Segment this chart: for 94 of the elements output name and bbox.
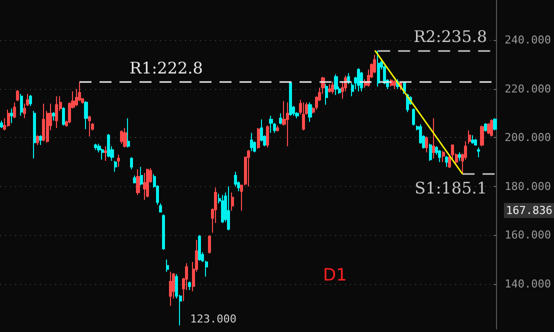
candlestick	[331, 81, 334, 94]
candlestick	[42, 103, 45, 142]
text: D1	[323, 266, 347, 286]
candlestick	[286, 102, 289, 147]
candlestick	[36, 134, 39, 146]
candlestick	[0, 120, 3, 128]
candlestick	[266, 125, 269, 148]
candlestick	[484, 122, 487, 132]
candlestick	[328, 84, 331, 94]
candlestick	[250, 132, 253, 152]
candlestick	[419, 124, 422, 144]
candlestick	[325, 84, 328, 106]
candlestick	[360, 71, 363, 92]
candlestick	[260, 118, 263, 142]
candlestick	[393, 80, 396, 90]
candlestick	[279, 112, 282, 125]
candlestick	[166, 259, 169, 272]
candlestick	[136, 168, 140, 196]
ref-line-label: R1:222.8	[130, 58, 203, 78]
candlestick	[490, 118, 493, 137]
candlestick	[20, 93, 23, 116]
candlestick	[140, 166, 143, 186]
y-tick-label: 160.000	[504, 228, 551, 242]
candlestick	[425, 136, 428, 153]
candlestick	[7, 109, 10, 128]
candlestick	[62, 106, 65, 126]
candlestick	[493, 118, 497, 131]
y-tick-label: 240.000	[504, 34, 551, 47]
candlestick	[432, 118, 435, 159]
candlestick	[198, 234, 201, 262]
candlestick	[221, 194, 224, 224]
y-tick-label: 180.000	[504, 180, 551, 193]
candlestick	[208, 234, 211, 254]
candlestick	[334, 74, 338, 96]
candlestick	[127, 118, 130, 148]
candlestick	[373, 54, 376, 74]
candlestick	[107, 134, 110, 158]
candlestick	[29, 94, 32, 107]
y-tick-label: 220.000	[504, 82, 551, 96]
candlestick	[308, 102, 312, 122]
candlestick	[480, 125, 484, 147]
candlestick	[133, 174, 136, 184]
candlestick	[33, 110, 36, 159]
y-tick-label: 200.000	[504, 131, 551, 144]
candlestick	[276, 125, 279, 132]
candlestick	[114, 160, 117, 172]
candlestick	[88, 115, 91, 137]
candlestick	[227, 186, 230, 231]
candlestick	[104, 146, 107, 162]
candlestick	[162, 214, 165, 250]
candlestick	[13, 102, 16, 119]
candlestick	[445, 155, 448, 168]
candlestick	[10, 108, 13, 124]
candlestick	[16, 89, 19, 102]
candlestick	[101, 148, 104, 160]
candlestick	[442, 150, 445, 163]
candlestick	[429, 143, 432, 162]
annotation: 123.000	[190, 312, 237, 326]
candlestick	[487, 122, 490, 135]
candlestick	[169, 271, 172, 306]
candlestick	[471, 134, 474, 144]
candlestick	[357, 68, 360, 92]
candlestick	[269, 115, 273, 134]
candlestick	[458, 152, 461, 162]
candlestick	[347, 72, 350, 85]
ref-line-label: S1:185.1	[414, 178, 488, 198]
candlestick	[474, 138, 477, 146]
candlestick	[377, 50, 380, 88]
candlestick	[412, 108, 415, 126]
candlestick	[257, 127, 260, 150]
candlestick	[94, 143, 97, 150]
candlestick	[477, 146, 480, 158]
candlestick	[247, 149, 250, 187]
candlestick	[302, 102, 305, 131]
candlestick	[231, 192, 234, 212]
candlestick	[84, 100, 88, 130]
candlestick	[39, 134, 42, 146]
candlestick	[159, 202, 162, 213]
candlestick	[52, 112, 55, 122]
candlestick	[468, 130, 471, 144]
candlestick	[55, 96, 58, 128]
candlestick	[120, 130, 123, 144]
ref-line-label: R2:235.8	[414, 26, 488, 46]
candlestick	[146, 168, 149, 198]
candlestick	[117, 154, 120, 168]
candlestick	[289, 81, 292, 116]
candlestick	[78, 82, 81, 102]
text: 167.836	[506, 204, 552, 217]
candlestick	[438, 149, 441, 163]
candlestick	[123, 127, 127, 148]
candlestick	[143, 172, 146, 200]
candlestick	[188, 280, 191, 291]
y-tick-label: 140.000	[504, 277, 551, 290]
candlestick	[130, 156, 133, 170]
